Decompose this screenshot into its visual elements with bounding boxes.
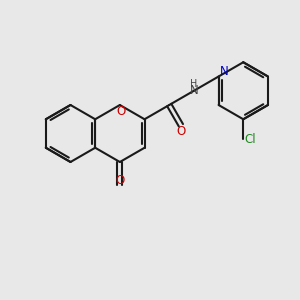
Text: H: H	[190, 79, 197, 89]
Text: N: N	[220, 64, 228, 78]
Text: Cl: Cl	[245, 133, 256, 146]
Text: O: O	[117, 105, 126, 118]
Text: O: O	[115, 174, 124, 187]
Text: N: N	[190, 84, 198, 97]
Text: O: O	[176, 125, 185, 138]
